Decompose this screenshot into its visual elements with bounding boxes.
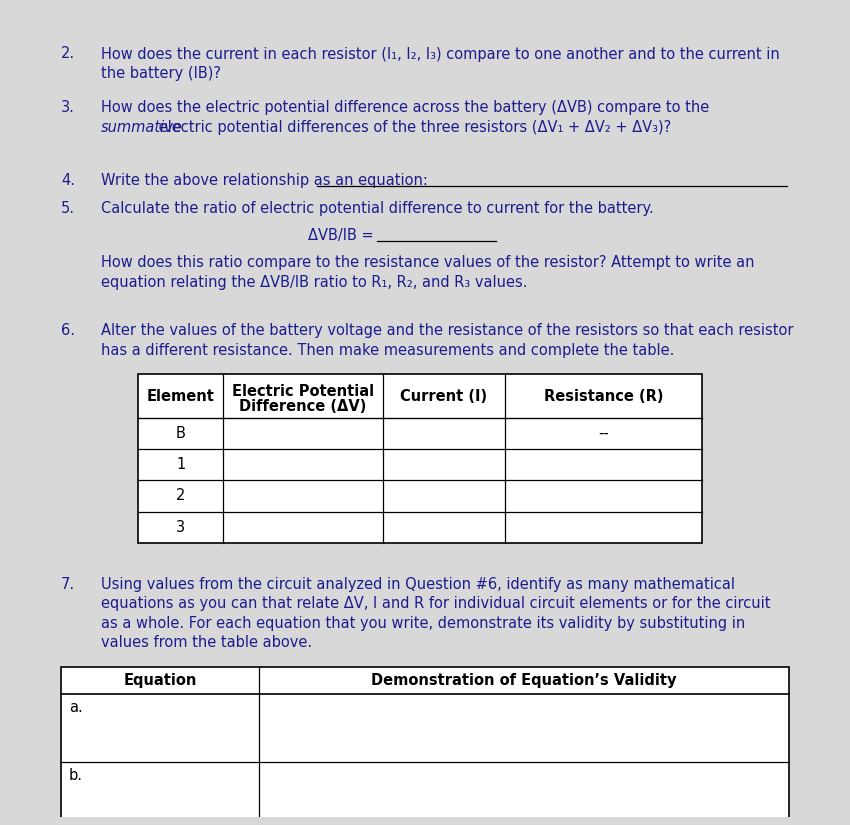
Text: How does this ratio compare to the resistance values of the resistor? Attempt to: How does this ratio compare to the resis… [100, 255, 754, 270]
Text: 2: 2 [176, 488, 185, 503]
Bar [139, 374, 702, 543]
Text: values from the table above.: values from the table above. [100, 635, 312, 650]
Text: Calculate the ratio of electric potential difference to current for the battery.: Calculate the ratio of electric potentia… [100, 200, 654, 215]
Text: equation relating the ΔVB/IB ratio to R₁, R₂, and R₃ values.: equation relating the ΔVB/IB ratio to R₁… [100, 275, 527, 290]
Text: ΔVB/IB =: ΔVB/IB = [308, 228, 373, 243]
Text: 5.: 5. [61, 200, 75, 215]
Text: How does the electric potential difference across the battery (ΔVB) compare to t: How does the electric potential differen… [100, 100, 709, 116]
Text: Write the above relationship as an equation:: Write the above relationship as an equat… [100, 173, 428, 188]
Text: electric potential differences of the three resistors (ΔV₁ + ΔV₂ + ΔV₃)?: electric potential differences of the th… [155, 120, 672, 134]
Text: Demonstration of Equation’s Validity: Demonstration of Equation’s Validity [371, 672, 677, 688]
Text: Alter the values of the battery voltage and the resistance of the resistors so t: Alter the values of the battery voltage … [100, 323, 793, 338]
Text: Current (I): Current (I) [400, 389, 487, 403]
Text: has a different resistance. Then make measurements and complete the table.: has a different resistance. Then make me… [100, 343, 674, 358]
Text: 7.: 7. [61, 577, 76, 592]
Text: 2.: 2. [61, 46, 76, 62]
Bar [61, 667, 789, 825]
Text: Using values from the circuit analyzed in Question #6, identify as many mathemat: Using values from the circuit analyzed i… [100, 577, 734, 592]
Text: 4.: 4. [61, 173, 75, 188]
Text: How does the current in each resistor (I₁, I₂, I₃) compare to one another and to: How does the current in each resistor (I… [100, 46, 779, 62]
Text: Equation: Equation [123, 672, 196, 688]
Text: the battery (IB)?: the battery (IB)? [100, 66, 221, 81]
Text: Element: Element [147, 389, 214, 403]
Text: Electric Potential: Electric Potential [232, 384, 374, 398]
Text: 6.: 6. [61, 323, 75, 338]
Text: a.: a. [69, 700, 82, 714]
Text: as a whole. For each equation that you write, demonstrate its validity by substi: as a whole. For each equation that you w… [100, 616, 745, 631]
Text: Difference (ΔV): Difference (ΔV) [239, 399, 366, 414]
Text: 1: 1 [176, 457, 185, 472]
Text: Resistance (R): Resistance (R) [544, 389, 663, 403]
Text: B: B [176, 426, 185, 441]
Text: 3: 3 [176, 520, 185, 535]
Text: b.: b. [69, 768, 82, 783]
Text: equations as you can that relate ΔV, I and R for individual circuit elements or : equations as you can that relate ΔV, I a… [100, 596, 770, 611]
Text: --: -- [598, 426, 609, 441]
Text: 3.: 3. [61, 100, 75, 116]
Text: summative: summative [100, 120, 183, 134]
